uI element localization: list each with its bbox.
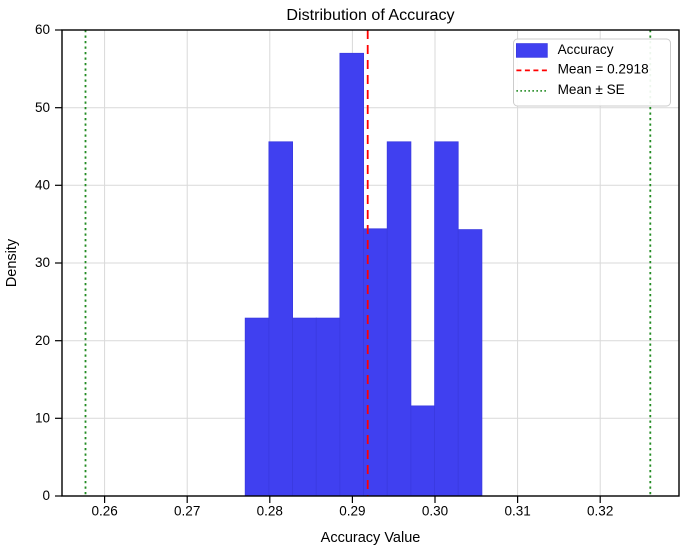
svg-text:Accuracy Value: Accuracy Value [321,530,421,546]
svg-text:0.30: 0.30 [422,504,448,519]
svg-text:Distribution of Accuracy: Distribution of Accuracy [286,6,455,24]
svg-text:Density: Density [4,238,20,287]
svg-text:0.32: 0.32 [587,504,613,519]
svg-text:Mean ± SE: Mean ± SE [558,82,625,97]
svg-text:0: 0 [42,488,50,503]
svg-text:Mean = 0.2918: Mean = 0.2918 [558,61,649,76]
svg-text:30: 30 [35,255,50,270]
svg-text:60: 60 [35,22,50,37]
svg-text:40: 40 [35,177,50,192]
svg-text:0.31: 0.31 [504,504,530,519]
svg-text:10: 10 [35,410,50,425]
svg-text:0.29: 0.29 [339,504,365,519]
svg-text:0.26: 0.26 [91,504,117,519]
svg-text:20: 20 [35,333,50,348]
svg-text:0.28: 0.28 [257,504,283,519]
svg-text:Accuracy: Accuracy [558,42,614,57]
svg-text:50: 50 [35,100,50,115]
svg-text:0.27: 0.27 [174,504,200,519]
